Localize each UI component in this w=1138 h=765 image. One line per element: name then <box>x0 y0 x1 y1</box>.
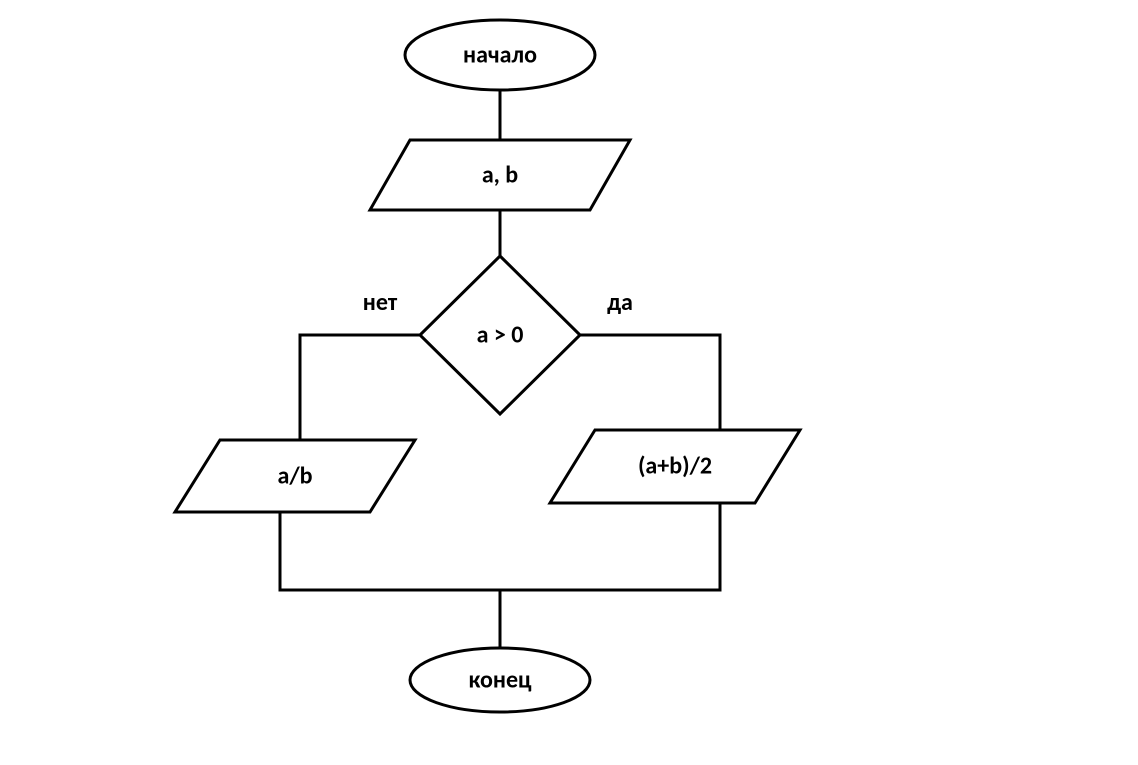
node-left: a/b <box>175 440 415 512</box>
edge-label-no: нет <box>363 288 398 317</box>
node-decision: a > 0 <box>420 256 580 414</box>
edge-decision-no <box>300 335 420 440</box>
node-input: a, b <box>370 140 630 210</box>
node-right: (a+b)/2 <box>550 430 800 503</box>
node-start: начало <box>405 20 595 90</box>
node-end: конец <box>410 648 590 712</box>
node-end-label: конец <box>468 666 532 695</box>
edge-decision-yes <box>580 335 720 430</box>
node-right-label: (a+b)/2 <box>638 452 712 481</box>
node-decision-label: a > 0 <box>477 321 524 350</box>
node-start-label: начало <box>463 41 537 70</box>
edge-label-yes: да <box>607 288 633 317</box>
node-input-label: a, b <box>482 161 518 190</box>
edge-merge <box>280 503 720 590</box>
flowchart-canvas: начало a, b a > 0 a/b (a+b)/2 конец нет … <box>0 0 1138 765</box>
node-left-label: a/b <box>277 462 312 491</box>
